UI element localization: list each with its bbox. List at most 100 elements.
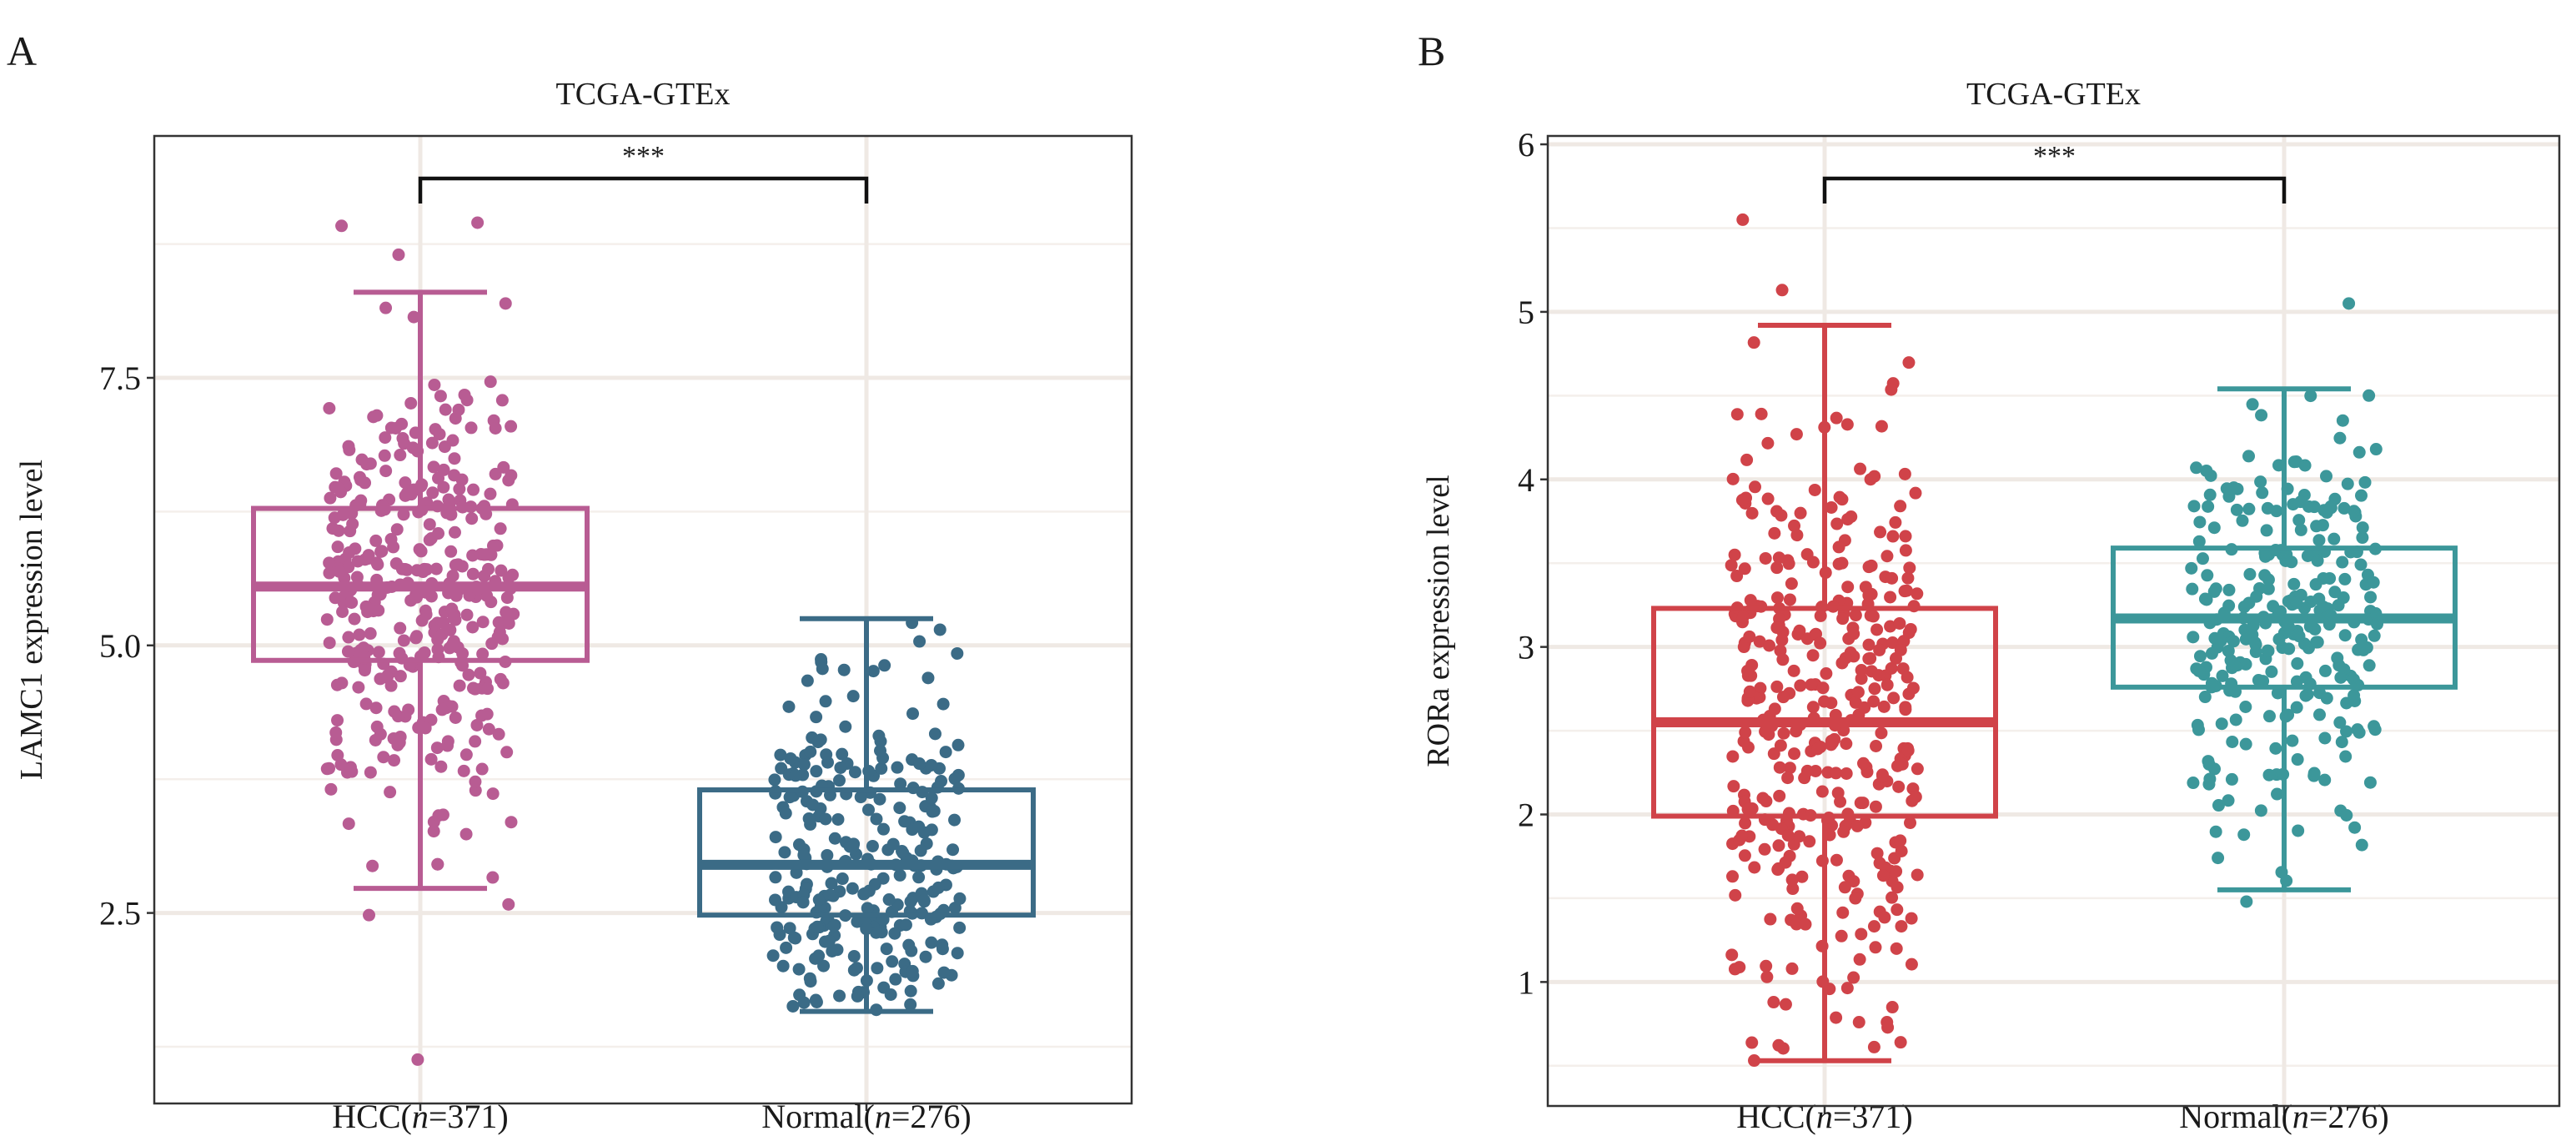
data-point: [847, 963, 861, 977]
data-point: [1737, 641, 1750, 654]
data-point: [769, 831, 782, 844]
data-point: [2205, 646, 2218, 660]
data-point: [2185, 561, 2198, 575]
data-point: [774, 748, 787, 762]
data-point: [816, 662, 829, 676]
data-point: [2318, 731, 2332, 745]
data-point: [474, 666, 487, 680]
data-point: [419, 608, 433, 621]
data-point: [1760, 959, 1773, 973]
data-point: [1806, 701, 1820, 714]
y-tick-label: 5.0: [99, 627, 141, 665]
data-point: [1889, 515, 1902, 529]
data-point: [372, 646, 385, 659]
data-point: [466, 567, 480, 581]
data-point: [1745, 506, 1759, 520]
data-point: [1830, 517, 1844, 530]
data-point: [1867, 920, 1881, 933]
data-point: [2267, 600, 2280, 613]
label-n-symbol: n: [412, 1098, 429, 1135]
data-point: [1885, 383, 1898, 396]
data-point: [1738, 562, 1751, 576]
data-point: [1838, 881, 1851, 894]
data-point: [1770, 680, 1784, 693]
data-point: [1867, 1040, 1881, 1053]
data-point: [912, 871, 926, 884]
data-point: [384, 533, 398, 546]
data-point: [1892, 780, 1906, 793]
data-point: [2290, 701, 2303, 714]
data-point: [394, 621, 407, 635]
data-point: [446, 434, 459, 447]
data-point: [431, 633, 444, 646]
data-point: [2262, 582, 2275, 596]
data-point: [2246, 398, 2259, 411]
data-point: [819, 695, 832, 708]
data-point: [2269, 741, 2282, 755]
data-point: [1760, 795, 1773, 808]
data-point: [1767, 996, 1780, 1009]
data-point: [2368, 629, 2381, 642]
data-point: [2229, 713, 2242, 726]
data-point: [1904, 817, 1917, 830]
data-point: [861, 803, 875, 817]
data-point: [1759, 725, 1772, 738]
data-point: [837, 663, 851, 676]
data-point: [1853, 953, 1866, 966]
data-point: [441, 739, 454, 752]
data-point: [1869, 800, 1882, 813]
data-point: [2282, 642, 2296, 656]
data-point: [1785, 577, 1798, 591]
data-point: [358, 664, 371, 677]
data-point: [459, 827, 473, 841]
data-point: [446, 638, 459, 651]
data-point: [810, 765, 823, 778]
data-point: [1906, 681, 1920, 695]
data-point: [434, 760, 448, 773]
data-point: [947, 843, 960, 857]
data-point: [2227, 635, 2240, 648]
data-point: [1847, 875, 1860, 888]
data-point: [1811, 742, 1825, 756]
data-point: [870, 926, 883, 939]
data-point: [2207, 585, 2221, 598]
data-point: [825, 877, 838, 890]
data-point: [1806, 649, 1820, 662]
data-point: [2187, 777, 2200, 790]
data-point: [1805, 678, 1818, 691]
data-point: [936, 942, 949, 956]
data-point: [1760, 970, 1774, 983]
data-point: [1886, 891, 1899, 904]
data-point: [2239, 737, 2252, 751]
data-point: [478, 548, 491, 561]
data-point: [323, 762, 336, 775]
data-point: [1741, 802, 1755, 816]
data-point: [1735, 829, 1749, 842]
data-point: [1901, 571, 1915, 585]
data-point: [1887, 691, 1901, 705]
data-point: [2202, 500, 2215, 513]
data-point: [431, 643, 444, 656]
data-point: [1808, 483, 1821, 496]
plot-border: [1546, 134, 2561, 1108]
data-point: [2209, 825, 2222, 838]
data-point: [2239, 701, 2252, 714]
data-point: [1909, 486, 1922, 500]
data-point: [499, 297, 512, 310]
data-point: [1895, 920, 1908, 933]
data-point: [2353, 445, 2366, 459]
data-point: [784, 751, 797, 765]
data-point: [1849, 609, 1862, 622]
data-point: [2311, 636, 2324, 649]
data-point: [1814, 636, 1827, 650]
data-point: [427, 825, 440, 838]
data-point: [1770, 621, 1784, 635]
x-tick-label: HCC(n=371): [1736, 1098, 1912, 1135]
data-point: [874, 744, 887, 757]
data-point: [1868, 682, 1881, 696]
data-point: [470, 718, 484, 731]
data-point: [476, 616, 490, 629]
outlier-point: [2240, 895, 2253, 908]
data-point: [1837, 825, 1850, 838]
data-point: [1835, 656, 1849, 670]
